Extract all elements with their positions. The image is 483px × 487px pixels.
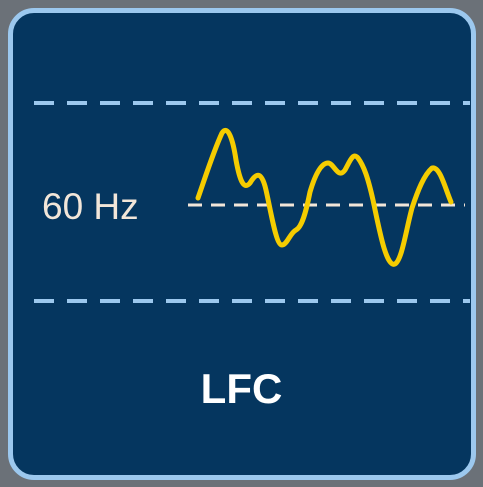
panel-title: LFC	[200, 365, 283, 412]
frequency-signal-wave	[195, 128, 454, 267]
nominal-frequency-label: 60 Hz	[42, 186, 139, 227]
lfc-panel	[8, 8, 476, 480]
